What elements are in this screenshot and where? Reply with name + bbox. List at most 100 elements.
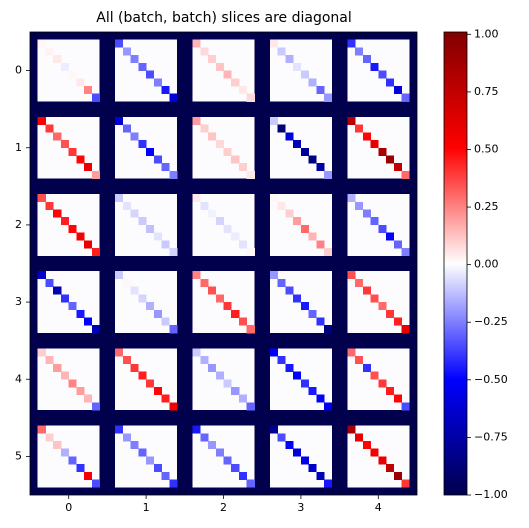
diagonal-cell: [347, 39, 356, 48]
x-tick-label: 0: [65, 501, 72, 514]
diagonal-cell: [238, 394, 248, 403]
diagonal-cell: [200, 356, 209, 365]
diagonal-cell: [386, 386, 395, 395]
diagonal-cell: [378, 456, 387, 465]
y-tick-label: 2: [15, 218, 22, 231]
diagonal-cell: [370, 371, 379, 380]
x-tick-label: 2: [220, 501, 227, 514]
diagonal-cell: [277, 47, 286, 56]
diagonal-cell: [53, 132, 62, 141]
diagonal-cell: [215, 371, 224, 380]
diagonal-cell: [68, 456, 77, 465]
y-tick-label: 3: [15, 295, 22, 308]
diagonal-cell: [324, 479, 333, 488]
diagonal-cell: [91, 248, 100, 257]
diagonal-cell: [324, 325, 333, 334]
diagonal-cell: [115, 271, 124, 280]
diagonal-cell: [215, 294, 224, 303]
colorbar-tick-label: 0.50: [474, 142, 499, 155]
diagonal-cell: [316, 163, 325, 172]
diagonal-cell: [231, 309, 240, 318]
diagonal-cell: [161, 163, 170, 172]
diagonal-cell: [246, 93, 255, 102]
diagonal-cell: [208, 440, 217, 449]
diagonal-cell: [138, 448, 147, 457]
diagonal-cell: [153, 232, 162, 241]
x-tick-label: 1: [143, 501, 150, 514]
diagonal-cell: [246, 170, 255, 179]
diagonal-cell: [192, 348, 201, 357]
diagonal-cell: [300, 456, 309, 465]
diagonal-cell: [200, 278, 209, 287]
diagonal-cell: [362, 132, 371, 141]
diagonal-cell: [231, 232, 240, 241]
diagonal-cell: [370, 448, 379, 457]
diagonal-cell: [76, 386, 85, 395]
diagonal-cell: [300, 147, 309, 156]
colorbar-tick-label: −1.00: [474, 488, 508, 501]
diagonal-cell: [45, 278, 54, 287]
diagonal-cell: [153, 155, 162, 164]
diagonal-cell: [246, 325, 255, 334]
diagonal-cell: [324, 248, 333, 257]
diagonal-cell: [347, 194, 356, 203]
diagonal-cell: [401, 325, 410, 334]
colorbar-tick-label: 1.00: [474, 27, 499, 40]
diagonal-cell: [269, 194, 278, 203]
diagonal-cell: [37, 39, 46, 48]
diagonal-cell: [269, 39, 278, 48]
diagonal-cell: [285, 286, 294, 295]
diagonal-cell: [277, 278, 286, 287]
diagonal-cell: [138, 140, 147, 149]
diagonal-cell: [386, 464, 395, 473]
diagonal-cell: [378, 70, 387, 79]
diagonal-cell: [386, 232, 395, 241]
diagonal-cell: [37, 425, 46, 434]
diagonal-cell: [401, 170, 410, 179]
diagonal-cell: [161, 317, 170, 326]
diagonal-cell: [362, 209, 371, 218]
diagonal-cell: [130, 440, 139, 449]
diagonal-cell: [200, 201, 209, 210]
colorbar-tick-label: −0.75: [474, 430, 508, 443]
diagonal-cell: [378, 302, 387, 311]
diagonal-cell: [393, 240, 402, 249]
diagonal-cell: [223, 302, 232, 311]
diagonal-cell: [192, 116, 201, 125]
diagonal-cell: [91, 93, 100, 102]
diagonal-cell: [53, 286, 62, 295]
diagonal-cell: [386, 309, 395, 318]
colorbar-tick-label: 0.75: [474, 85, 499, 98]
diagonal-cell: [324, 93, 333, 102]
diagonal-cell: [285, 440, 294, 449]
diagonal-cell: [246, 479, 255, 488]
diagonal-cell: [91, 402, 100, 411]
diagonal-cell: [122, 356, 131, 365]
colorbar-tick-label: 0.25: [474, 200, 499, 213]
diagonal-cell: [386, 155, 395, 164]
diagonal-cell: [53, 440, 62, 449]
diagonal-cell: [208, 363, 217, 372]
diagonal-cell: [76, 309, 85, 318]
chart-title: All (batch, batch) slices are diagonal: [96, 10, 352, 26]
diagonal-cell: [169, 93, 178, 102]
x-tick-label: 4: [375, 501, 382, 514]
diagonal-cell: [370, 217, 379, 226]
diagonal-cell: [308, 78, 317, 87]
diagonal-cell: [238, 471, 248, 480]
diagonal-cell: [401, 479, 410, 488]
diagonal-cell: [269, 116, 278, 125]
y-tick-label: 5: [15, 449, 22, 462]
diagonal-cell: [401, 93, 410, 102]
diagonal-cell: [130, 209, 139, 218]
diagonal-cell: [300, 224, 309, 233]
diagonal-cell: [146, 147, 155, 156]
diagonal-cell: [238, 86, 248, 95]
diagonal-cell: [53, 209, 62, 218]
diagonal-cell: [122, 47, 131, 56]
diagonal-cell: [115, 194, 124, 203]
diagonal-cell: [316, 471, 325, 480]
diagonal-cell: [84, 394, 93, 403]
diagonal-cell: [200, 433, 209, 442]
diagonal-cell: [269, 271, 278, 280]
